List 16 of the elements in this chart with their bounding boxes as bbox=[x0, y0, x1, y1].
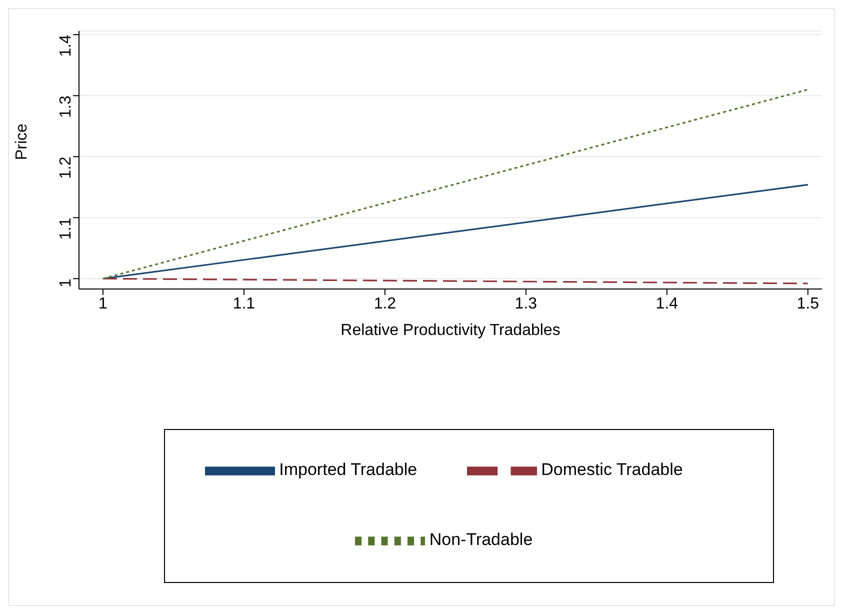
y-tick-label: 1.2 bbox=[58, 156, 75, 179]
legend-label: Domestic Tradable bbox=[541, 460, 683, 480]
x-tick-label: 1.2 bbox=[374, 295, 396, 312]
x-tick-label: 1.1 bbox=[232, 295, 256, 312]
y-tick-label: 1 bbox=[58, 278, 75, 288]
legend-label: Non-Tradable bbox=[429, 530, 533, 550]
x-tick-label: 1.4 bbox=[656, 295, 678, 312]
x-tick-label: 1.3 bbox=[514, 295, 538, 312]
x-tick-label: 1.5 bbox=[796, 295, 820, 312]
y-tick-label: 1.1 bbox=[58, 218, 75, 240]
legend-label: Imported Tradable bbox=[279, 460, 418, 480]
y-axis-title: Price bbox=[14, 123, 31, 160]
x-axis-title: Relative Productivity Tradables bbox=[340, 322, 560, 339]
x-tick-label: 1 bbox=[98, 295, 108, 312]
y-tick-label: 1.4 bbox=[58, 34, 75, 57]
y-tick-label: 1.3 bbox=[58, 96, 75, 118]
